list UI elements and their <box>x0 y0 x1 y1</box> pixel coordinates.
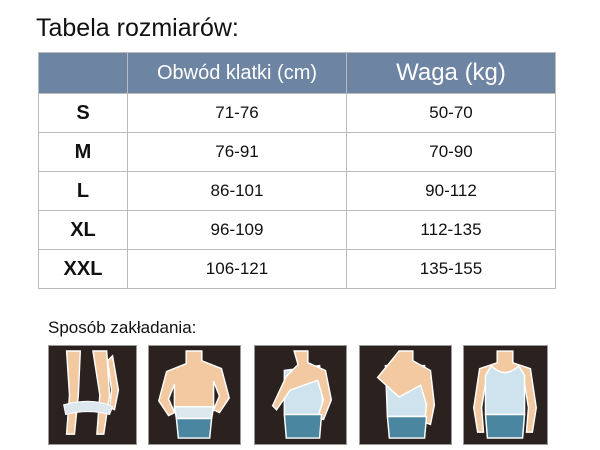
step-2-image <box>148 345 241 445</box>
table-row: S 71-76 50-70 <box>38 93 556 133</box>
weight-cell: 135-155 <box>346 249 556 289</box>
weight-cell: 90-112 <box>346 171 556 211</box>
step-3-image <box>254 345 347 445</box>
page-title: Tabela rozmiarów: <box>36 14 239 42</box>
weight-cell: 112-135 <box>346 210 556 250</box>
chest-cell: 71-76 <box>127 93 347 133</box>
size-cell: L <box>38 171 128 211</box>
size-cell: XL <box>38 210 128 250</box>
table-row: M 76-91 70-90 <box>38 132 556 172</box>
size-cell: XXL <box>38 249 128 289</box>
instructions-title: Sposób zakładania: <box>48 318 197 337</box>
chest-cell: 106-121 <box>127 249 347 289</box>
table-row: XXL 106-121 135-155 <box>38 249 556 289</box>
table-header-row: Obwód klatki (cm) Waga (kg) <box>38 52 556 94</box>
step-4-image <box>359 345 452 445</box>
chest-cell: 96-109 <box>127 210 347 250</box>
chest-cell: 86-101 <box>127 171 347 211</box>
header-size <box>38 52 128 94</box>
size-cell: M <box>38 132 128 172</box>
weight-cell: 70-90 <box>346 132 556 172</box>
header-weight: Waga (kg) <box>346 52 556 94</box>
table-row: L 86-101 90-112 <box>38 171 556 211</box>
table-row: XL 96-109 112-135 <box>38 210 556 250</box>
step-5-image <box>463 345 548 445</box>
chest-cell: 76-91 <box>127 132 347 172</box>
step-1-image <box>48 345 137 445</box>
header-chest: Obwód klatki (cm) <box>127 52 347 94</box>
size-cell: S <box>38 93 128 133</box>
weight-cell: 50-70 <box>346 93 556 133</box>
size-table: Obwód klatki (cm) Waga (kg) S 71-76 50-70 M… <box>38 52 556 289</box>
